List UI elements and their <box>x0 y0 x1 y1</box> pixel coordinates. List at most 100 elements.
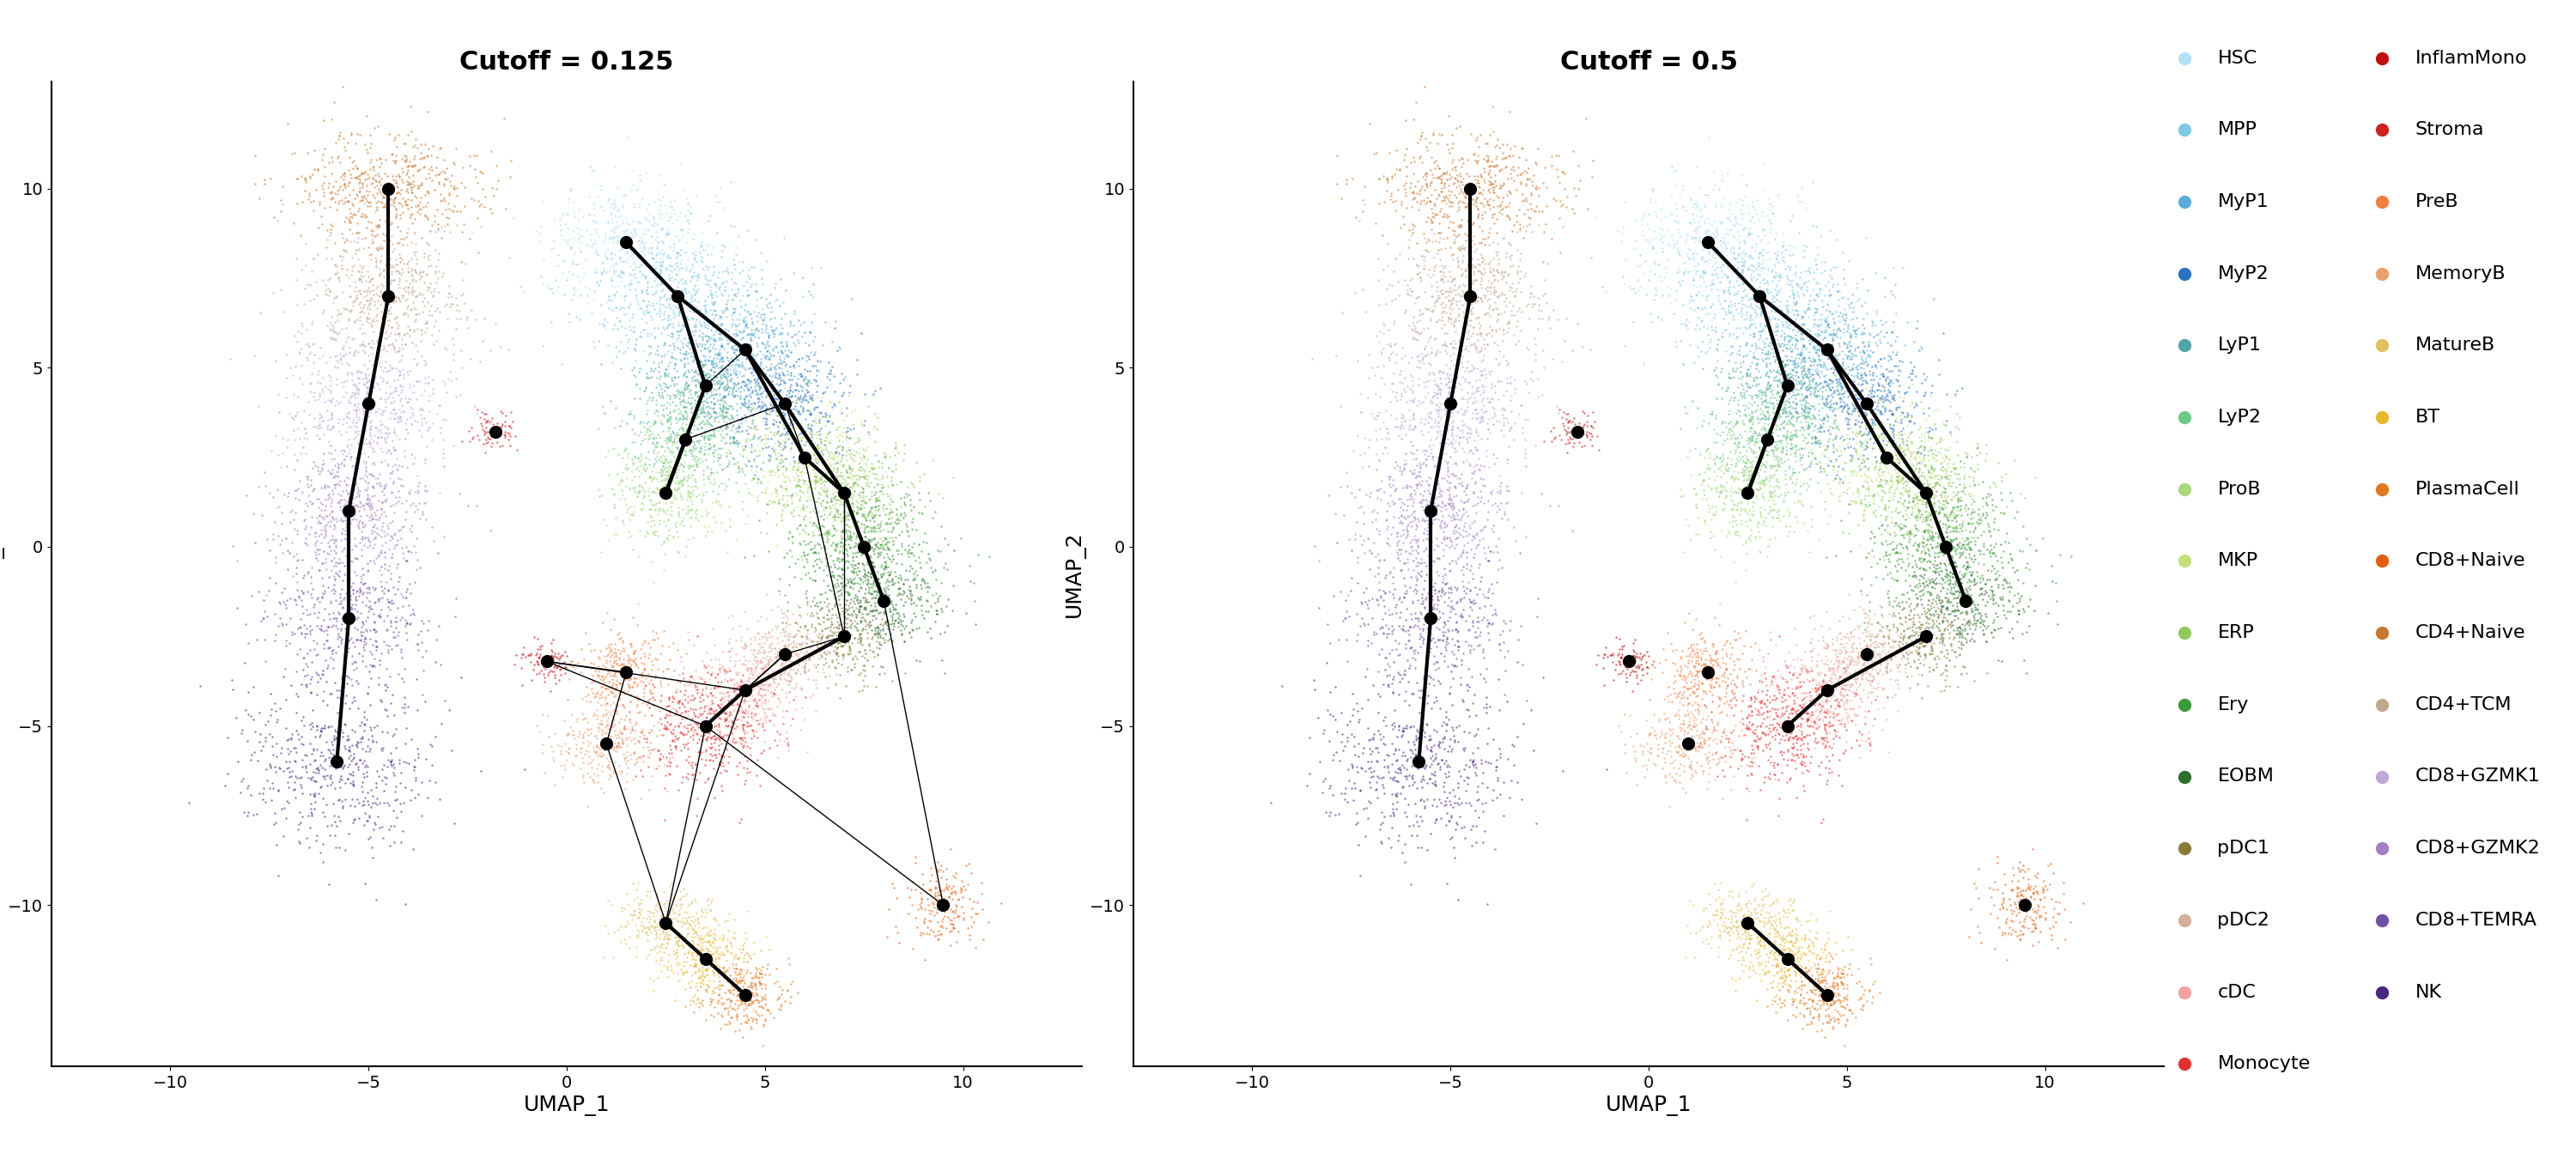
Point <box>670 334 711 352</box>
Point <box>1870 418 1911 437</box>
Point <box>1517 296 1558 314</box>
Point <box>518 629 559 648</box>
Point <box>1716 913 1757 932</box>
Point <box>770 378 811 396</box>
Point <box>1806 294 1847 313</box>
Point <box>283 429 325 447</box>
Point <box>376 206 417 225</box>
Point <box>1401 493 1443 511</box>
Point <box>1940 574 1981 592</box>
Point <box>737 328 778 347</box>
Point <box>719 985 760 1004</box>
Point <box>2007 903 2048 921</box>
Point <box>1775 357 1816 376</box>
Point <box>1430 474 1471 493</box>
Point <box>626 949 667 968</box>
Point <box>1752 348 1793 366</box>
Point <box>938 907 979 926</box>
Point <box>860 458 902 476</box>
Point <box>1811 374 1852 393</box>
Point <box>1862 680 1904 699</box>
Point <box>332 195 374 213</box>
Point <box>917 592 958 611</box>
Point <box>662 274 703 292</box>
Point <box>721 729 762 748</box>
Point <box>335 637 376 656</box>
Point <box>574 727 616 745</box>
Point <box>1445 431 1486 450</box>
Point <box>296 634 337 653</box>
Point <box>348 806 389 824</box>
Point <box>1973 570 2014 589</box>
Point <box>309 478 350 496</box>
Point <box>1826 708 1868 727</box>
Point <box>556 712 598 730</box>
Point <box>1757 384 1798 402</box>
Point <box>618 299 659 318</box>
Point <box>1860 635 1901 654</box>
Point <box>703 983 744 1001</box>
Point <box>1638 267 1680 285</box>
Point <box>1396 812 1437 831</box>
Point <box>1911 527 1953 546</box>
Point <box>644 408 685 427</box>
Point <box>582 669 623 687</box>
Point <box>1947 545 1989 563</box>
Point <box>644 895 685 913</box>
Point <box>1476 243 1517 262</box>
Point <box>1710 482 1752 501</box>
Point <box>1710 479 1752 497</box>
Point <box>1370 190 1412 209</box>
Point <box>1718 927 1759 946</box>
Point <box>1425 527 1466 546</box>
Point <box>1695 467 1736 486</box>
Point <box>760 425 801 444</box>
Point <box>1770 932 1811 950</box>
Point <box>848 555 889 574</box>
Point <box>1855 406 1896 424</box>
Point <box>732 985 773 1004</box>
Point <box>739 714 781 732</box>
Point <box>1803 672 1844 691</box>
Point <box>430 298 471 316</box>
Point <box>1484 685 1525 704</box>
Point <box>721 408 762 427</box>
Point <box>791 523 832 541</box>
Point <box>410 278 451 297</box>
Point <box>714 435 755 453</box>
Point <box>1806 359 1847 378</box>
Point <box>1862 607 1904 626</box>
Point <box>1571 418 1613 437</box>
Point <box>1759 360 1801 379</box>
Point <box>848 522 889 540</box>
Point <box>1808 272 1850 291</box>
Point <box>706 380 747 399</box>
Point <box>822 566 863 584</box>
Point <box>850 483 891 502</box>
Point <box>791 416 832 435</box>
Point <box>801 526 842 545</box>
Point <box>744 732 786 751</box>
Point <box>1819 695 1860 714</box>
Point <box>616 938 657 956</box>
Point <box>626 255 667 274</box>
Point <box>567 726 608 744</box>
Point <box>1847 627 1888 646</box>
Point <box>1728 468 1770 487</box>
Point <box>644 453 685 472</box>
Point <box>422 527 464 546</box>
Point <box>1896 468 1937 487</box>
Point <box>1814 721 1855 739</box>
Point <box>1638 739 1680 758</box>
Point <box>345 389 386 408</box>
Point <box>1430 532 1471 551</box>
Point <box>1852 524 1893 542</box>
Point <box>1932 539 1973 557</box>
Point <box>760 654 801 672</box>
Point <box>675 679 716 698</box>
Point <box>592 648 634 666</box>
Point <box>757 382 799 401</box>
Point <box>613 644 654 663</box>
Point <box>1674 197 1716 216</box>
Point <box>634 260 675 278</box>
